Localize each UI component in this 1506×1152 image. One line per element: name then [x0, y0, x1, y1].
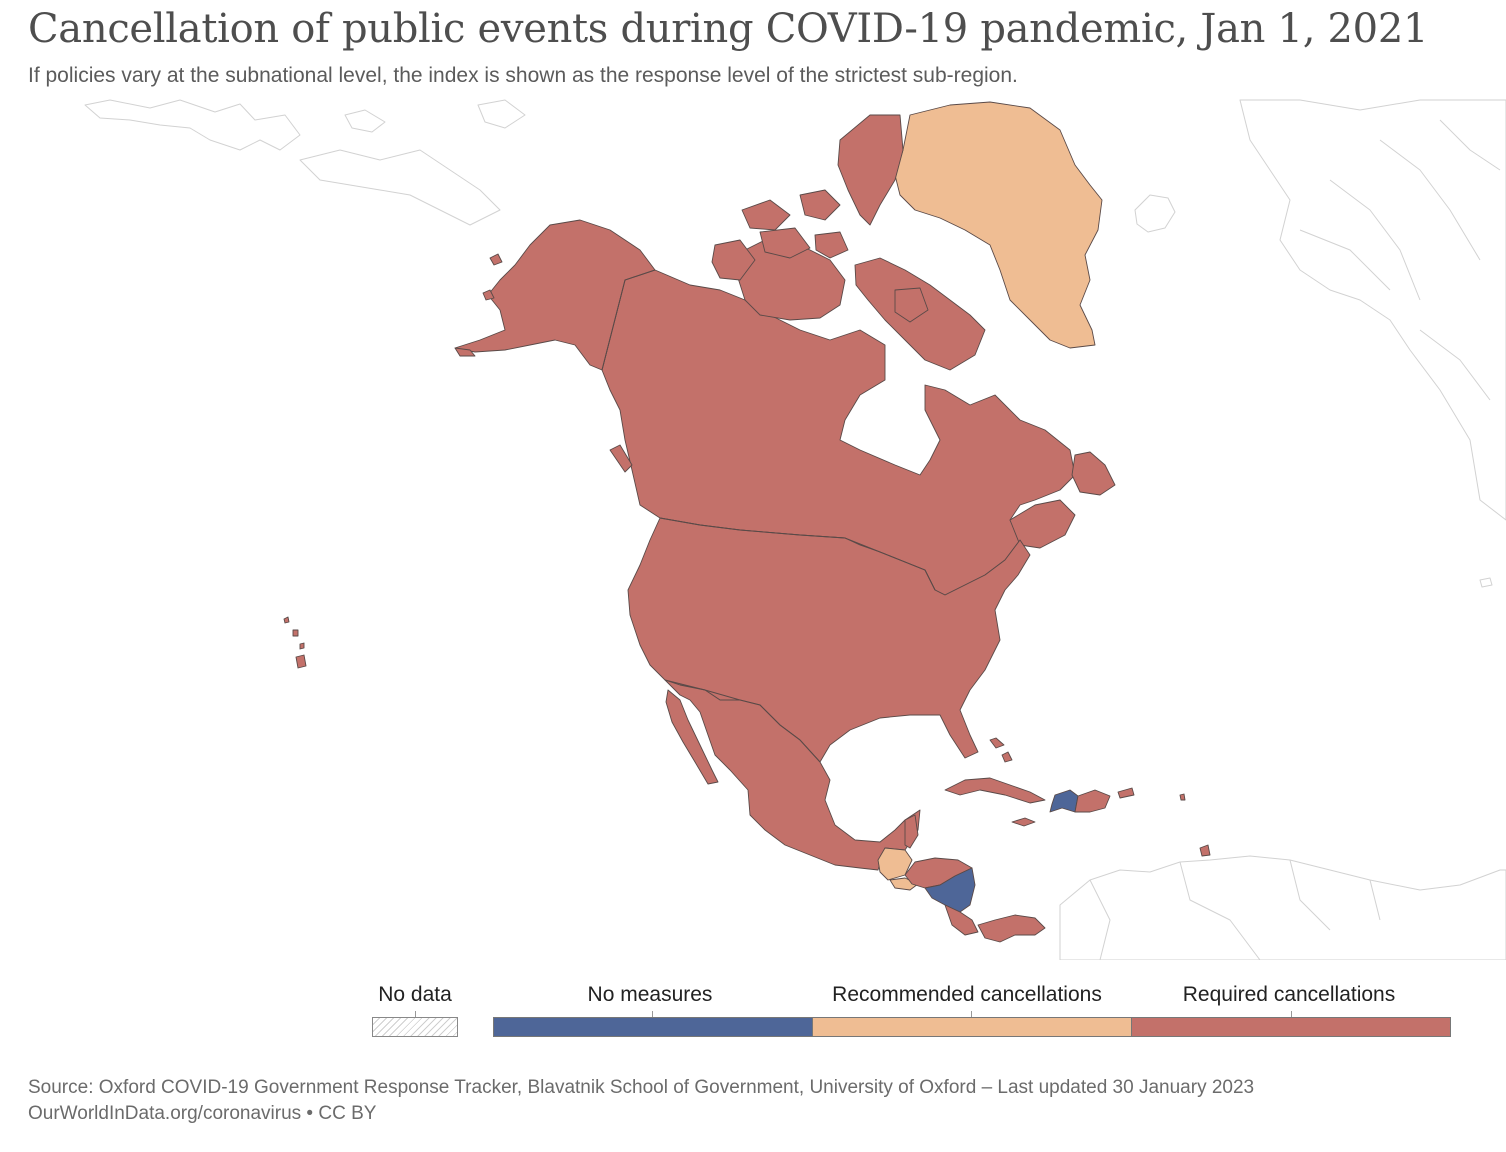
chukotka-outline: [299, 149, 501, 226]
legend-tick: [652, 1011, 653, 1017]
hawaii-region: [283, 616, 307, 669]
legend-tick: [415, 1011, 416, 1017]
legend-no-measures-label: No measures: [587, 983, 713, 1006]
chart-subtitle: If policies vary at the subnational leve…: [28, 64, 1018, 87]
greenland-region: [894, 101, 1103, 349]
alaska-canada-border: [601, 269, 656, 371]
chart-title: Cancellation of public events during COV…: [28, 6, 1429, 52]
costa-rica-region: [944, 904, 979, 936]
legend-required-label: Required cancellations: [1182, 983, 1396, 1006]
source-note: Source: Oxford COVID-19 Government Respo…: [28, 1077, 1255, 1098]
canada-arctic-island: [894, 287, 929, 323]
choropleth-map: [84, 99, 1506, 960]
haiti-region: [1049, 789, 1079, 813]
iceland-outline: [1134, 194, 1176, 233]
newfoundland-region: [1071, 451, 1116, 496]
vancouver-island: [609, 444, 633, 473]
aleutian-islands: [454, 253, 503, 357]
europe-outline: [1239, 99, 1506, 521]
us-mexico-border: [664, 679, 821, 763]
cuba-region: [944, 777, 1046, 804]
legend-no-data-label: No data: [378, 983, 452, 1006]
puerto-rico-region: [1117, 787, 1135, 799]
legend-recommended-label: Recommended cancellations: [832, 983, 1102, 1006]
arctic-island-outline: [344, 109, 386, 133]
dominican-republic-region: [1074, 789, 1111, 813]
guatemala-region: [877, 847, 913, 881]
canada-arctic-island: [814, 231, 849, 259]
bahamas-region: [989, 737, 1013, 763]
alaska-region: [454, 219, 656, 371]
legend-tick: [1291, 1011, 1292, 1017]
pacific-islet-outline: [1479, 577, 1493, 588]
context-land: [84, 99, 1506, 960]
border-lines: [601, 269, 936, 763]
baja-california-region: [665, 689, 719, 785]
legend: No data No measures Recommended cancella…: [0, 975, 1506, 1045]
canada-arctic-island: [711, 239, 756, 281]
nicaragua-region: [924, 867, 976, 913]
canada-arctic-island: [837, 114, 904, 226]
south-america-outline: [1059, 855, 1506, 960]
legend-recommended-swatch: [812, 1017, 1132, 1037]
canada-arctic-island: [799, 189, 841, 221]
panama-region: [977, 914, 1046, 943]
barbados-region: [1179, 793, 1186, 801]
footer-credit: OurWorldInData.org/coronavirus • CC BY: [28, 1103, 377, 1124]
trinidad-region: [1199, 844, 1211, 857]
belize-region: [904, 814, 919, 849]
canada-arctic-island: [759, 227, 811, 259]
canada-arctic-island: [741, 199, 791, 231]
arctic-island-outline: [477, 99, 526, 129]
legend-required-swatch: [1131, 1017, 1451, 1037]
us-canada-border: [659, 517, 936, 591]
legend-no-measures-swatch: [493, 1017, 813, 1037]
russia-far-east-outline: [84, 99, 301, 151]
jamaica-region: [1011, 817, 1036, 827]
europe-inner-borders: [1299, 119, 1501, 401]
legend-no-data-swatch: [372, 1017, 458, 1037]
south-america-inner-borders: [1089, 859, 1381, 960]
legend-tick: [971, 1011, 972, 1017]
